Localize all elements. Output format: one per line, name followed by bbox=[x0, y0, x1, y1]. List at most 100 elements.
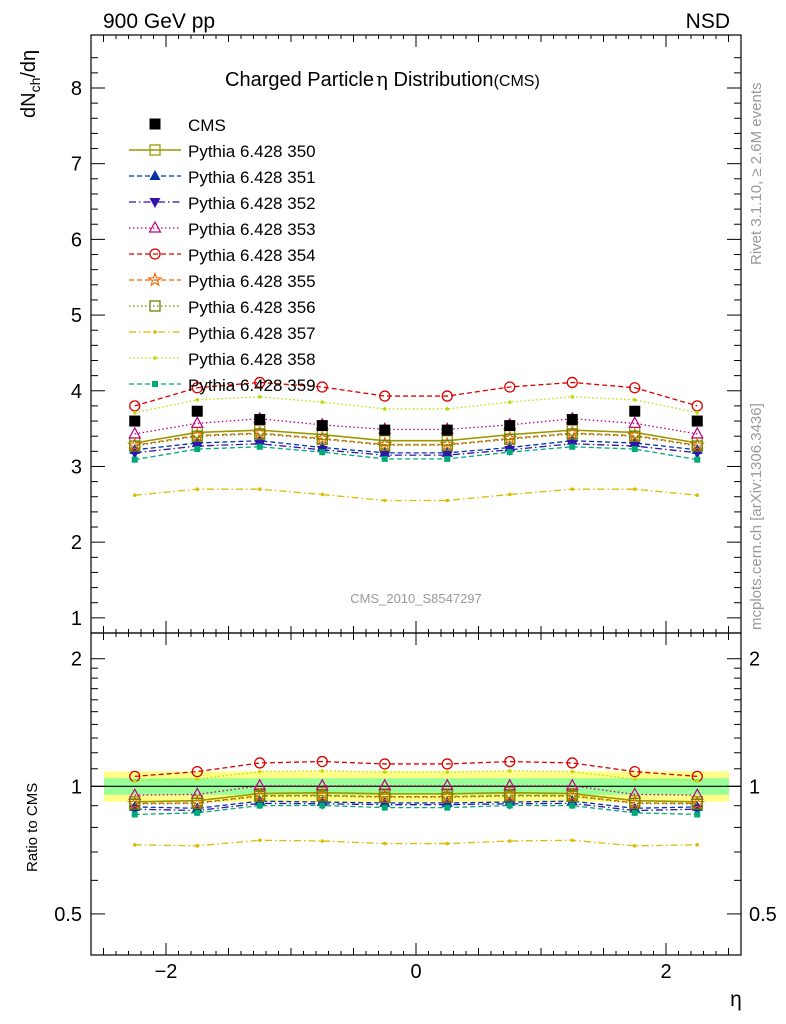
series-point-main bbox=[128, 426, 142, 439]
series-point-main bbox=[628, 416, 642, 428]
series-point-ratio bbox=[632, 777, 637, 781]
series-point-main bbox=[195, 398, 200, 402]
series-point-main bbox=[257, 487, 262, 491]
legend-label: Pythia 6.428 359 bbox=[188, 376, 316, 395]
y-tick-label-main: 1 bbox=[71, 608, 82, 630]
legend-marker bbox=[152, 381, 158, 387]
legend: CMS Pythia 6.428 350 Pythia 6.428 351 Pythi… bbox=[129, 116, 316, 395]
series-10 bbox=[131, 443, 701, 818]
series-point-main bbox=[129, 440, 141, 452]
mcplots-info-label: mcplots.cern.ch [arXiv:1306.3436] bbox=[748, 403, 765, 630]
data-point-main bbox=[629, 405, 641, 417]
data-point-main bbox=[191, 405, 203, 417]
series-point-ratio bbox=[629, 797, 641, 810]
series-point-main bbox=[632, 487, 637, 491]
ylabel-d: dN bbox=[18, 92, 40, 118]
series-point-ratio bbox=[504, 790, 516, 802]
legend-label: Pythia 6.428 354 bbox=[188, 246, 316, 265]
series-point-main bbox=[631, 446, 638, 453]
y-tick-label-ratio-left: 0.5 bbox=[54, 904, 82, 926]
y-tick-label-ratio-right: 0.5 bbox=[749, 904, 777, 926]
series-line-main bbox=[134, 432, 698, 446]
series-point-ratio bbox=[507, 839, 512, 843]
y-tick-label-main: 2 bbox=[71, 532, 82, 554]
series-point-ratio bbox=[254, 757, 266, 769]
legend-label: Pythia 6.428 350 bbox=[188, 142, 316, 161]
series-point-ratio bbox=[507, 769, 512, 773]
legend-label: CMS bbox=[188, 116, 226, 135]
series-point-ratio bbox=[694, 811, 701, 818]
series-point-main bbox=[131, 456, 138, 463]
series-point-ratio bbox=[195, 844, 200, 848]
series-point-ratio bbox=[319, 802, 326, 809]
rivet-info-label: Rivet 3.1.10, ≥ 2.6M events bbox=[748, 83, 765, 266]
series-point-main bbox=[694, 456, 701, 463]
series-line-ratio bbox=[134, 794, 698, 805]
series-line-ratio bbox=[134, 770, 698, 782]
series-point-ratio bbox=[695, 843, 700, 847]
series-point-ratio bbox=[379, 791, 391, 803]
series-point-ratio bbox=[506, 802, 513, 809]
data-point-main bbox=[379, 424, 391, 436]
x-axis-label: η bbox=[730, 988, 742, 1011]
series-point-main bbox=[382, 498, 387, 503]
legend-entry: Pythia 6.428 350 bbox=[129, 142, 316, 161]
legend-label: Pythia 6.428 352 bbox=[188, 194, 316, 213]
y-tick-label-ratio-left: 1 bbox=[71, 776, 82, 798]
data-point-main bbox=[441, 424, 453, 436]
legend-entry-data: CMS bbox=[149, 116, 226, 135]
series-point-ratio bbox=[254, 790, 266, 802]
legend-entry: Pythia 6.428 351 bbox=[129, 168, 316, 187]
series-point-ratio bbox=[320, 839, 325, 843]
data-point-main bbox=[254, 414, 266, 426]
series-point-ratio bbox=[381, 804, 388, 811]
series-5 bbox=[129, 376, 703, 783]
series-point-ratio bbox=[132, 843, 137, 847]
legend-label: Pythia 6.428 353 bbox=[188, 220, 316, 239]
y-axis-label-ratio: Ratio to CMS bbox=[24, 783, 41, 872]
series-point-main bbox=[190, 416, 204, 428]
chart-title-rest: Distribution bbox=[388, 69, 494, 91]
series-point-main bbox=[132, 410, 137, 415]
data-point-main bbox=[316, 420, 328, 432]
series-point-main bbox=[632, 398, 637, 402]
series-point-ratio bbox=[445, 770, 450, 774]
series-point-main bbox=[444, 455, 451, 462]
series-point-main bbox=[695, 493, 700, 498]
series-point-main bbox=[695, 410, 700, 415]
series-point-ratio bbox=[569, 802, 576, 809]
series-line-main bbox=[134, 381, 698, 407]
series-point-ratio bbox=[129, 798, 141, 810]
legend-marker bbox=[149, 198, 161, 208]
legend-entry: Pythia 6.428 358 bbox=[129, 350, 316, 369]
series-line-ratio bbox=[134, 760, 698, 778]
series-point-ratio bbox=[191, 797, 203, 810]
series-point-ratio bbox=[695, 778, 700, 783]
series-6 bbox=[127, 425, 705, 811]
series-point-main bbox=[129, 400, 141, 412]
series-line-ratio bbox=[134, 804, 698, 816]
series-point-main bbox=[256, 443, 263, 450]
series-point-main bbox=[195, 487, 200, 491]
series-point-ratio bbox=[256, 802, 263, 809]
analysis-watermark: CMS_2010_S8547297 bbox=[350, 591, 482, 606]
series-point-main bbox=[445, 498, 450, 503]
legend-entry: Pythia 6.428 359 bbox=[129, 376, 316, 395]
series-point-ratio bbox=[194, 809, 201, 816]
series-point-main bbox=[194, 446, 201, 453]
y-tick-label-ratio-right: 2 bbox=[749, 649, 760, 671]
series-point-ratio bbox=[382, 770, 387, 774]
header-right-label: NSD bbox=[686, 10, 730, 33]
legend-label: Pythia 6.428 351 bbox=[188, 168, 316, 187]
series-point-main bbox=[382, 407, 387, 411]
series-point-ratio bbox=[629, 765, 641, 778]
legend-marker bbox=[153, 356, 157, 360]
series-point-main bbox=[381, 455, 388, 462]
series-line-ratio bbox=[134, 800, 698, 809]
series-point-ratio bbox=[257, 838, 262, 843]
series-point-main bbox=[132, 493, 137, 498]
series-point-main bbox=[379, 439, 391, 451]
series-point-ratio bbox=[570, 769, 575, 774]
legend-label: Pythia 6.428 355 bbox=[188, 272, 316, 291]
legend-marker bbox=[148, 220, 162, 233]
